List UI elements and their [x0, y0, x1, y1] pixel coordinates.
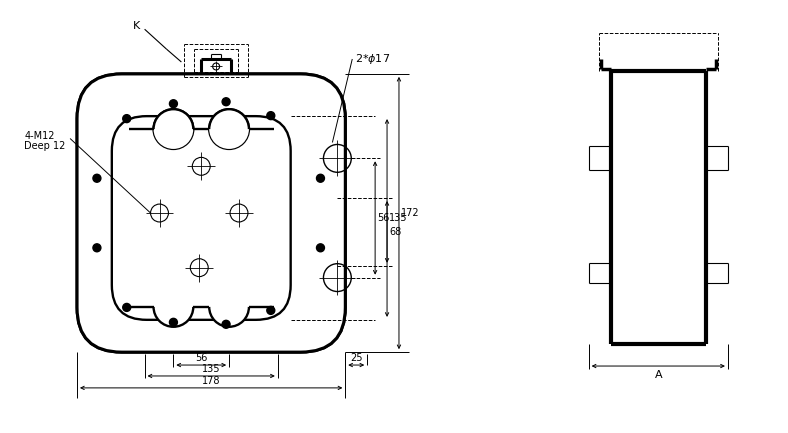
Circle shape [169, 100, 177, 108]
Circle shape [222, 98, 230, 106]
Circle shape [267, 112, 275, 120]
Circle shape [154, 287, 193, 327]
Circle shape [93, 244, 101, 252]
Circle shape [209, 109, 249, 149]
Circle shape [209, 287, 249, 327]
Text: K: K [133, 21, 140, 31]
Text: 135: 135 [202, 364, 221, 374]
Circle shape [267, 307, 275, 314]
Circle shape [317, 174, 325, 182]
Text: 56: 56 [195, 353, 207, 363]
Text: 25: 25 [350, 353, 362, 363]
Circle shape [169, 318, 177, 326]
Circle shape [222, 320, 230, 328]
Text: A: A [655, 370, 662, 380]
Text: 135: 135 [389, 213, 407, 223]
Circle shape [123, 115, 131, 123]
FancyBboxPatch shape [77, 74, 345, 352]
Text: Deep 12: Deep 12 [24, 142, 65, 152]
Circle shape [154, 109, 193, 149]
Text: 172: 172 [401, 208, 419, 218]
Text: 2*$\phi$17: 2*$\phi$17 [355, 52, 390, 66]
Text: 178: 178 [202, 376, 221, 386]
Circle shape [93, 174, 101, 182]
Text: 68: 68 [389, 227, 401, 237]
Text: 56: 56 [377, 213, 389, 223]
Circle shape [317, 244, 325, 252]
FancyBboxPatch shape [77, 74, 345, 352]
Text: 4-M12: 4-M12 [24, 130, 55, 141]
Circle shape [123, 304, 131, 311]
